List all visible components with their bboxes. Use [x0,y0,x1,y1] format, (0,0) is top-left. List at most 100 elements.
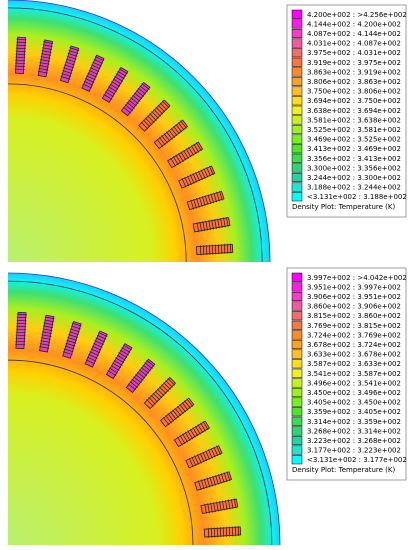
legend-label: 3.496e+002 : 3.541e+002 [307,379,401,387]
legend-label: 3.633e+002 : 3.678e+002 [307,351,401,359]
legend-label: 4.087e+002 : 4.144e+002 [307,30,401,38]
legend-swatch [291,426,303,436]
slot [37,39,54,78]
legend-swatch [291,320,303,330]
legend-label: 3.724e+002 : 3.769e+002 [307,331,401,339]
slot [59,45,80,84]
legend-swatch [291,48,303,58]
legend-swatch [291,407,303,417]
legend-label: 3.975e+002 : 4.031e+002 [307,49,401,57]
legend-swatch [291,105,303,115]
legend-label: 4.031e+002 : 4.087e+002 [307,40,401,48]
legend-label: 3.951e+002 : 3.997e+002 [307,283,401,291]
legend-label: <3.131e+002 : 3.177e+002 [307,456,407,464]
legend-label: <3.131e+002 : 3.188e+002 [307,193,407,201]
legend-label: 3.405e+002 : 3.450e+002 [307,399,401,407]
boundary-arc [7,83,187,263]
legend-swatch [291,28,303,39]
legend-swatch [291,378,303,388]
slot [153,119,189,150]
legend-label: 3.815e+002 : 3.860e+002 [307,312,401,320]
boundary-arc [7,0,271,263]
legend-swatch [291,301,303,311]
legend-label: 3.769e+002 : 3.815e+002 [307,322,401,330]
boundary-arc [7,359,194,546]
slot [138,99,171,132]
legend-label: 4.200e+002 : >4.256e+002 [307,11,407,19]
legend-label: 3.997e+002 : >4.042e+002 [307,274,407,282]
slot [159,397,195,428]
slot [62,320,82,359]
slot [186,190,225,211]
legend-swatch [291,182,303,192]
legend-swatch [291,172,303,183]
legend-label: 3.694e+002 : 3.750e+002 [307,97,401,105]
legend-swatch [291,9,303,19]
slot [200,498,239,514]
density-plot [7,272,281,546]
legend-label: 3.244e+002 : 3.300e+002 [307,174,401,182]
legend-swatch [291,359,303,369]
slot [167,141,204,169]
legend-swatch [291,349,303,359]
legend-label: 4.144e+002 : 4.200e+002 [307,20,401,28]
legend-swatch [291,282,303,292]
legend-swatch [291,153,303,163]
legend-label: 3.300e+002 : 3.356e+002 [307,164,401,172]
legend-swatch [291,96,303,106]
slot [195,243,234,256]
legend-label: 3.314e+002 : 3.359e+002 [307,418,401,426]
legend-swatch [291,339,303,350]
slot [15,311,27,350]
density-plot [7,0,271,263]
legend-swatch [291,311,303,321]
slot [14,36,27,75]
slot [192,216,231,233]
slot [185,445,223,469]
legend-swatch [291,291,303,302]
legend-swatch [291,86,303,96]
slot [101,66,129,103]
legend-label: 3.919e+002 : 3.975e+002 [307,59,401,67]
boundary-arc [7,7,263,263]
legend-label: 3.541e+002 : 3.587e+002 [307,370,401,378]
legend-swatch [291,67,303,77]
slot [203,526,242,538]
slot [84,330,108,368]
slot [173,420,210,448]
legend-swatch [291,115,303,125]
legend-label: 3.860e+002 : 3.906e+002 [307,303,401,311]
slot [125,358,156,394]
legend-label: 3.268e+002 : 3.314e+002 [307,427,401,435]
legend-box [286,4,407,218]
legend-swatch [291,76,303,87]
slot [143,376,177,410]
slot [81,54,105,92]
legend-label: 3.863e+002 : 3.919e+002 [307,68,401,76]
legend-swatch [291,134,303,144]
legend-swatch [291,19,303,29]
boundary-arc [7,280,273,546]
legend-label: 3.450e+002 : 3.496e+002 [307,389,401,397]
legend-swatch [291,416,303,426]
legend-label: 3.806e+002 : 3.863e+002 [307,78,401,86]
legend-label: 3.356e+002 : 3.413e+002 [307,155,401,163]
legend-label: 3.359e+002 : 3.405e+002 [307,408,401,416]
boundary-arc [7,272,281,546]
legend-swatch [291,455,303,465]
legend-swatch [291,387,303,398]
legend-swatch [291,163,303,173]
legend-swatch [291,272,303,282]
legend-label: 3.525e+002 : 3.581e+002 [307,126,401,134]
legend-label: 3.750e+002 : 3.806e+002 [307,88,401,96]
legend-title: Density Plot: Temperature (K) [292,203,396,211]
legend-title: Density Plot: Temperature (K) [292,466,396,474]
slot [178,165,216,189]
legend-swatch [291,192,303,202]
legend-label: 3.581e+002 : 3.638e+002 [307,116,401,124]
legend-swatch [291,397,303,407]
legend-box [286,267,407,481]
legend-label: 3.469e+002 : 3.525e+002 [307,136,401,144]
legend-label: 3.177e+002 : 3.223e+002 [307,447,401,455]
